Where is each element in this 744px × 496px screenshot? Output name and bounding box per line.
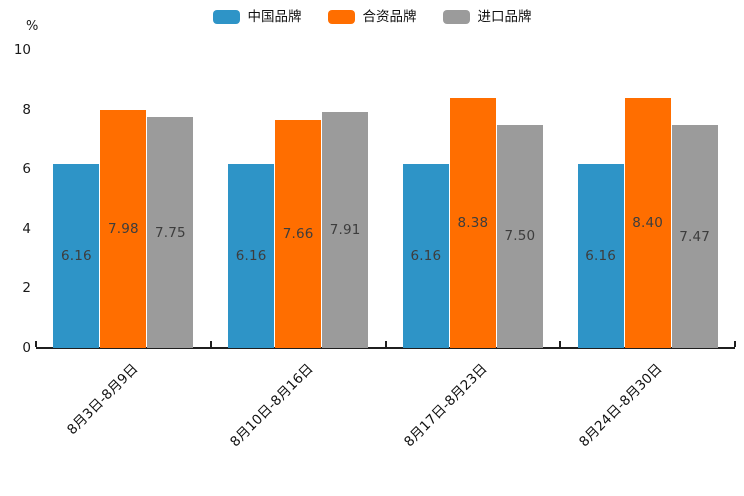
bar-合资品牌-8月24日-8月30日: 8.40	[624, 97, 671, 348]
bar-value-label: 7.75	[154, 224, 186, 241]
bar-value-label: 6.16	[60, 248, 92, 265]
bar-中国品牌-8月10日-8月16日: 6.16	[228, 164, 275, 348]
x-axis-tick	[35, 341, 37, 347]
x-axis-tick	[384, 341, 387, 347]
legend-label-china-brand: 中国品牌	[247, 9, 302, 25]
bar-进口品牌-8月24日-8月30日: 7.47	[671, 125, 718, 348]
y-tick-label: 4	[22, 220, 31, 237]
y-tick-label: 6	[22, 161, 31, 178]
legend-item-import-brand[interactable]: 进口品牌	[442, 9, 532, 25]
x-category-label: 8月10日-8月16日	[226, 360, 317, 451]
x-axis-tick	[209, 341, 212, 347]
x-category-label: 8月17日-8月23日	[401, 360, 492, 451]
bar-中国品牌-8月17日-8月23日: 6.16	[402, 164, 449, 348]
bar-value-label: 8.40	[632, 214, 664, 231]
x-category-label: 8月24日-8月30日	[576, 360, 666, 451]
bar-中国品牌-8月3日-8月9日: 6.16	[53, 164, 100, 348]
legend-label-import-brand: 进口品牌	[477, 9, 532, 25]
bar-value-label: 6.16	[235, 248, 267, 265]
bar-value-label: 7.50	[504, 228, 536, 245]
y-tick-label: 8	[22, 101, 31, 118]
bar-进口品牌-8月3日-8月9日: 7.75	[147, 117, 194, 348]
y-tick-label: 10	[13, 42, 31, 58]
y-axis-unit-label: %	[26, 19, 39, 34]
legend-marker-china-brand-icon	[212, 10, 240, 24]
bar-value-label: 7.98	[107, 221, 139, 238]
y-tick-label: 0	[22, 340, 31, 356]
x-axis-line	[36, 347, 735, 349]
bar-进口品牌-8月10日-8月16日: 7.91	[322, 112, 369, 348]
x-axis-tick	[559, 341, 562, 347]
legend-label-joint-venture-brand: 合资品牌	[362, 9, 417, 25]
bar-中国品牌-8月24日-8月30日: 6.16	[577, 164, 624, 348]
bar-value-label: 7.91	[329, 222, 361, 239]
legend-item-joint-venture-brand[interactable]: 合资品牌	[327, 9, 417, 25]
bar-value-label: 6.16	[585, 248, 617, 265]
bar-value-label: 6.16	[410, 248, 442, 265]
bar-value-label: 7.66	[282, 225, 314, 242]
x-axis-tick	[734, 341, 736, 347]
bar-合资品牌-8月3日-8月9日: 7.98	[100, 110, 147, 348]
bar-value-label: 8.38	[457, 215, 489, 232]
legend-marker-joint-venture-brand-icon	[327, 10, 355, 24]
x-category-label: 8月3日-8月9日	[64, 360, 142, 439]
bar-进口品牌-8月17日-8月23日: 7.50	[496, 124, 543, 348]
legend-item-china-brand[interactable]: 中国品牌	[212, 9, 302, 25]
bar-合资品牌-8月17日-8月23日: 8.38	[449, 98, 496, 348]
legend-marker-import-brand-icon	[442, 10, 470, 24]
bar-value-label: 7.47	[679, 228, 711, 245]
y-tick-label: 2	[22, 280, 31, 297]
legend: 中国品牌 合资品牌 进口品牌	[0, 10, 744, 24]
bar-合资品牌-8月10日-8月16日: 7.66	[275, 119, 322, 348]
